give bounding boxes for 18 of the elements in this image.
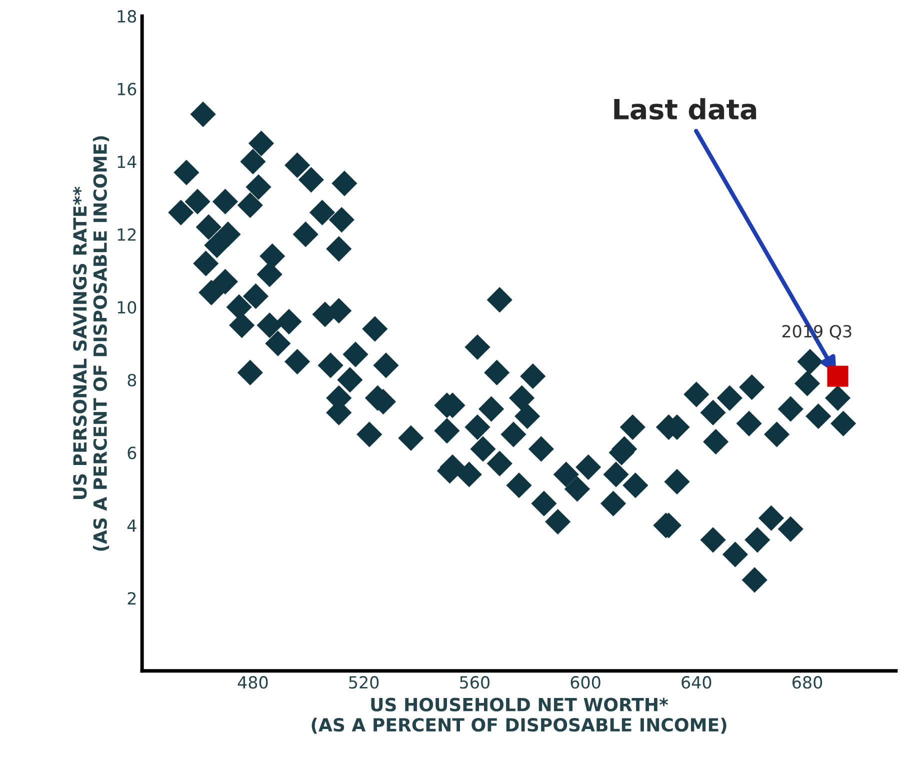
y-tick-label: 14 [118, 156, 136, 168]
y-tick-label: 16 [118, 82, 136, 96]
y-tick-label: 10 [118, 301, 136, 314]
x-tick-label: 520 [349, 676, 379, 689]
x-tick-label: 600 [570, 676, 600, 689]
y-tick-label: 8 [128, 374, 136, 386]
y-tick-label: 18 [118, 10, 136, 23]
x-tick-label: 680 [792, 676, 822, 689]
annotation: Last data [614, 98, 756, 120]
y-tick-label: 12 [118, 228, 136, 241]
y-tick-label: 6 [128, 446, 136, 460]
y-axis-title: US PERSONAL SAVINGS RATE** (AS A PERCENT OF DISPOSABLE INCOME) [73, 136, 110, 551]
x-axis-title: US HOUSEHOLD NET WORTH* (AS A PERCENT OF DISPOSABLE INCOME) [312, 698, 726, 734]
x-tick-label: 640 [682, 676, 712, 689]
y-tick-label: 2 [128, 592, 136, 604]
x-tick-label: 480 [238, 676, 268, 689]
x-tick-label: 560 [460, 676, 490, 689]
y-tick-label: 4 [127, 520, 136, 532]
